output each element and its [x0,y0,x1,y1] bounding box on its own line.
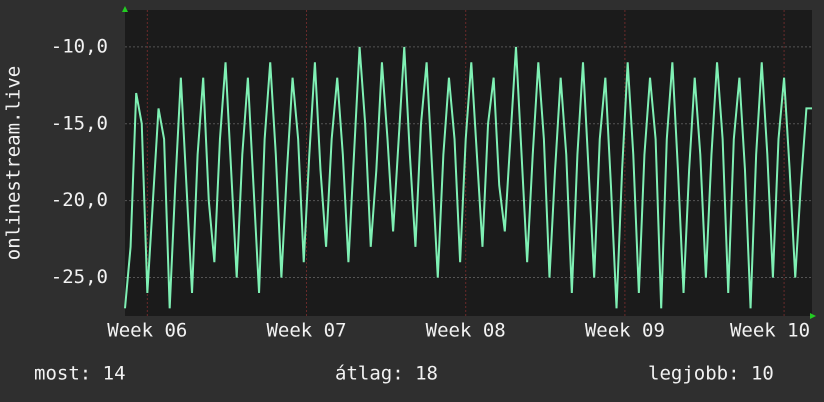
y-tick-label: -10,0 [51,35,108,57]
y-axis-label: onlinestream.live [3,66,25,260]
footer-current: most: 14 [34,363,126,385]
x-tick-label: Week 06 [107,320,187,342]
x-tick-label: Week 09 [585,320,665,342]
data-line [124,46,812,309]
axis-arrow [810,313,816,319]
x-tick-label: Week 10 [730,320,810,342]
y-tick-label: -25,0 [51,266,108,288]
x-tick-label: Week 07 [266,320,346,342]
y-tick-label: -20,0 [51,189,108,211]
plot-area [125,10,812,316]
axis-arrow [122,6,128,12]
footer-average: átlag: 18 [335,363,438,385]
y-tick-label: -15,0 [51,112,108,134]
x-tick-label: Week 08 [426,320,506,342]
footer-best: legjobb: 10 [648,363,774,385]
